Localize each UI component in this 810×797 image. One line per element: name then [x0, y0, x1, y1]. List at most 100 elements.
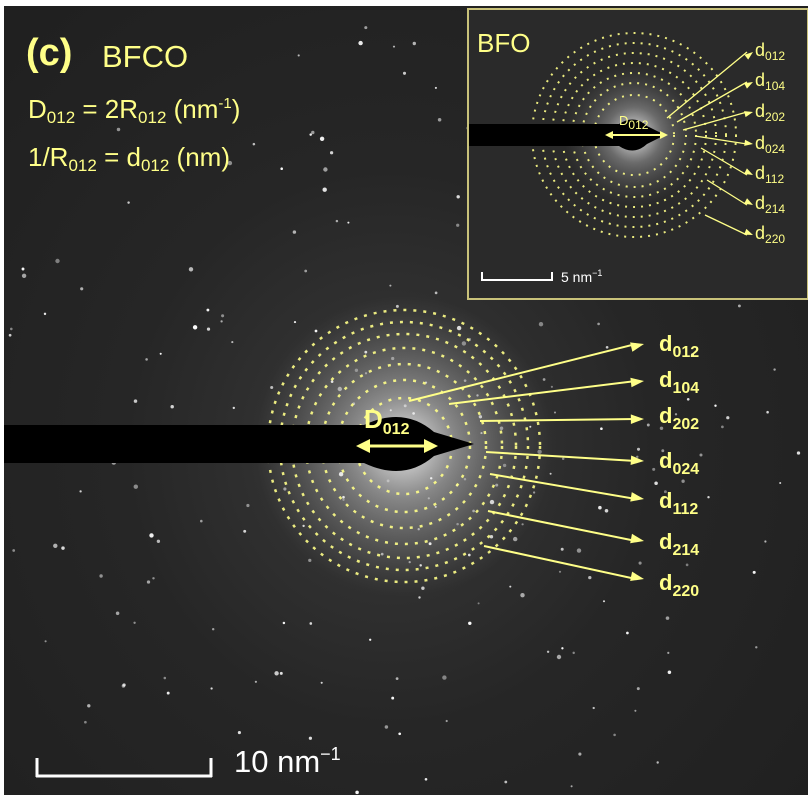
diffraction-spot: [686, 397, 690, 401]
diffraction-spot: [656, 761, 659, 764]
material-name: BFCO: [102, 39, 189, 74]
pointer-line: [487, 510, 637, 542]
pointer-arrowhead: [630, 571, 644, 582]
diffraction-spot: [252, 142, 256, 146]
equation-d-spacing: 1/R012 = d012 (nm): [28, 142, 230, 175]
diffraction-spot: [133, 621, 136, 624]
diffraction-spot: [166, 691, 170, 695]
diffraction-spot: [10, 327, 13, 331]
diffraction-spot: [737, 304, 741, 308]
equation-diameter: D012 = 2R012 (nm-1): [28, 94, 241, 127]
pointer-line: [483, 545, 637, 580]
diffraction-spot: [311, 130, 315, 135]
diffraction-spot: [220, 320, 223, 323]
diffraction-spot: [159, 352, 162, 355]
diffraction-spot: [133, 484, 138, 489]
diffraction-spot: [442, 675, 447, 680]
diffraction-spot: [764, 540, 767, 543]
diffraction-spot: [773, 368, 776, 371]
diffraction-spot: [602, 600, 606, 603]
diffraction-spot: [206, 327, 211, 331]
diffraction-spot: [588, 575, 592, 580]
diffraction-spot: [634, 709, 637, 712]
diffraction-spot: [364, 26, 368, 30]
diffraction-spot: [721, 425, 724, 429]
pointer-arrowhead: [630, 455, 644, 466]
main-ring-label-012: d012: [659, 331, 700, 361]
diffraction-spot: [755, 646, 758, 649]
diffraction-spot: [323, 167, 328, 172]
diffraction-spot: [156, 539, 161, 543]
pointer-line: [448, 380, 637, 405]
diffraction-spot: [572, 651, 575, 655]
diffraction-spot: [538, 322, 544, 327]
diffraction-spot: [600, 427, 603, 431]
inset-pointer-arrowhead: [744, 168, 753, 175]
diffraction-spot: [392, 45, 396, 48]
diffraction-spot: [626, 631, 629, 635]
diffraction-spot: [254, 680, 257, 683]
inset-ring-0: [593, 94, 675, 176]
pointer-arrowhead: [630, 342, 644, 352]
inset-bfo-pattern: BFO D012 d012 d104 d202 d024 d112 d214 d…: [467, 8, 808, 300]
diffraction-spot: [21, 273, 27, 278]
inset-pointer-arrowhead: [744, 82, 753, 89]
diffraction-spot: [149, 533, 154, 538]
diffraction-spot: [391, 696, 395, 700]
diffraction-spot: [605, 345, 609, 349]
diffraction-spot: [707, 495, 710, 499]
diffraction-spot: [221, 314, 225, 318]
diffraction-spot: [206, 308, 210, 312]
diffraction-spot: [434, 291, 438, 295]
diffraction-spot: [319, 136, 325, 141]
beam-stop-rod: [4, 425, 304, 463]
diffraction-spot: [297, 54, 300, 57]
pointer-line: [479, 418, 637, 422]
diffraction-spot: [329, 151, 334, 155]
diffraction-spot: [246, 503, 250, 508]
diffraction-spot: [43, 312, 47, 316]
diffraction-spot: [358, 40, 363, 46]
inset-pointer-line: [666, 51, 748, 119]
diffraction-spot: [80, 287, 84, 291]
diffraction-spot: [293, 321, 297, 324]
diffraction-spot: [663, 490, 667, 494]
diffraction-spot: [127, 201, 130, 204]
diffraction-spot: [652, 467, 656, 471]
diffraction-spot: [726, 416, 730, 420]
diffraction-spot: [192, 325, 198, 330]
inset-ring-6: [531, 32, 737, 238]
diffraction-spot: [211, 627, 215, 631]
diffraction-spot: [280, 167, 283, 170]
diffraction-spot: [389, 284, 392, 287]
diffraction-spot: [558, 570, 562, 573]
diffraction-spot: [84, 720, 87, 724]
diffraction-spot: [53, 543, 58, 548]
diffraction-spot: [418, 596, 421, 599]
inset-beam-stop-rod: [469, 124, 609, 146]
diffraction-spot: [8, 333, 12, 337]
ring-1: [336, 378, 472, 514]
diffraction-spot: [355, 790, 359, 795]
diffraction-spot: [613, 733, 616, 737]
diffraction-spot: [395, 677, 399, 680]
diffraction-spot: [445, 719, 448, 723]
diffraction-spot: [12, 549, 16, 552]
diffraction-spot: [188, 267, 194, 272]
diffraction-spot: [227, 160, 233, 166]
main-diffraction-pattern: [4, 26, 801, 795]
pointer-arrowhead: [630, 533, 644, 544]
inset-ring-label-012: d012: [755, 40, 786, 63]
diffraction-spot: [520, 593, 525, 598]
diffraction-spot: [61, 546, 65, 550]
diffraction-figure: (c) BFCO D012 = 2R012 (nm-1) 1/R012 = d0…: [4, 6, 808, 795]
diffraction-spot: [553, 411, 557, 414]
diffraction-spot: [661, 449, 665, 453]
diffraction-spot: [115, 611, 120, 616]
diffraction-spot: [556, 654, 562, 660]
inset-ring-label-202: d202: [755, 101, 786, 124]
diffraction-spot: [322, 187, 327, 192]
diffraction-spot: [597, 322, 600, 326]
diffraction-spot: [304, 269, 308, 273]
main-ring-label-112: d112: [659, 488, 699, 518]
